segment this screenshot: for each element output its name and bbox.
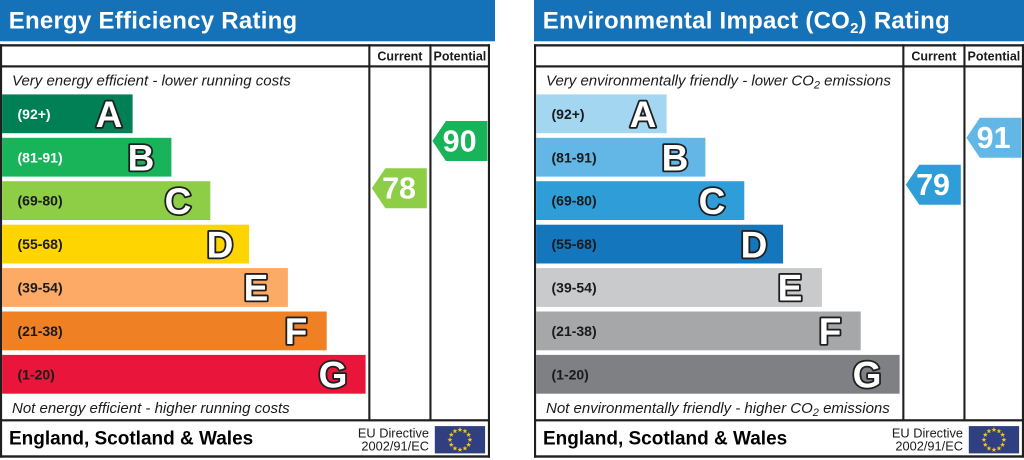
svg-text:Not environmentally friendly -: Not environmentally friendly - higher CO… <box>546 400 890 419</box>
svg-text:(1-20): (1-20) <box>552 366 589 382</box>
svg-text:F: F <box>819 311 842 352</box>
svg-text:(92+): (92+) <box>18 106 51 122</box>
svg-text:B: B <box>128 137 155 178</box>
svg-text:Very environmentally friendly: Very environmentally friendly - lower CO… <box>546 73 891 92</box>
svg-text:E: E <box>244 268 269 309</box>
svg-text:(81-91): (81-91) <box>18 149 63 165</box>
svg-text:(81-91): (81-91) <box>552 149 597 165</box>
svg-text:(69-80): (69-80) <box>18 193 63 209</box>
svg-text:EU Directive: EU Directive <box>892 425 963 440</box>
svg-text:Current: Current <box>377 50 423 64</box>
svg-text:D: D <box>207 224 234 265</box>
svg-text:(39-54): (39-54) <box>552 280 597 296</box>
svg-text:Environmental Impact (CO2) Rat: Environmental Impact (CO2) Rating <box>543 8 950 38</box>
svg-text:(39-54): (39-54) <box>18 280 63 296</box>
svg-text:78: 78 <box>382 172 416 206</box>
svg-text:Current: Current <box>911 50 957 64</box>
svg-text:England, Scotland & Wales: England, Scotland & Wales <box>543 429 787 450</box>
svg-text:Potential: Potential <box>434 50 487 64</box>
svg-text:E: E <box>778 268 803 309</box>
svg-text:Very energy efficient - lower: Very energy efficient - lower running co… <box>12 73 291 90</box>
svg-text:(21-38): (21-38) <box>18 323 63 339</box>
svg-text:C: C <box>699 181 726 222</box>
svg-text:G: G <box>319 355 348 396</box>
svg-text:(69-80): (69-80) <box>552 193 597 209</box>
svg-text:EU Directive: EU Directive <box>358 425 429 440</box>
svg-text:(92+): (92+) <box>552 106 585 122</box>
svg-text:2002/91/EC: 2002/91/EC <box>361 439 429 454</box>
svg-text:A: A <box>96 94 123 135</box>
svg-text:(55-68): (55-68) <box>18 236 63 252</box>
svg-text:Potential: Potential <box>968 50 1021 64</box>
svg-text:2002/91/EC: 2002/91/EC <box>895 439 963 454</box>
svg-text:(55-68): (55-68) <box>552 236 597 252</box>
svg-text:79: 79 <box>916 168 950 202</box>
svg-text:D: D <box>741 224 768 265</box>
svg-text:(21-38): (21-38) <box>552 323 597 339</box>
svg-text:C: C <box>165 181 192 222</box>
svg-text:Not energy efficient - higher: Not energy efficient - higher running co… <box>12 400 290 417</box>
svg-text:F: F <box>285 311 308 352</box>
svg-text:England, Scotland & Wales: England, Scotland & Wales <box>9 429 253 450</box>
svg-text:Energy Efficiency Rating: Energy Efficiency Rating <box>9 8 298 35</box>
svg-text:B: B <box>662 137 689 178</box>
svg-text:90: 90 <box>443 124 477 158</box>
svg-text:G: G <box>853 355 882 396</box>
svg-text:(1-20): (1-20) <box>18 366 55 382</box>
svg-text:91: 91 <box>977 121 1011 155</box>
svg-text:A: A <box>630 94 657 135</box>
